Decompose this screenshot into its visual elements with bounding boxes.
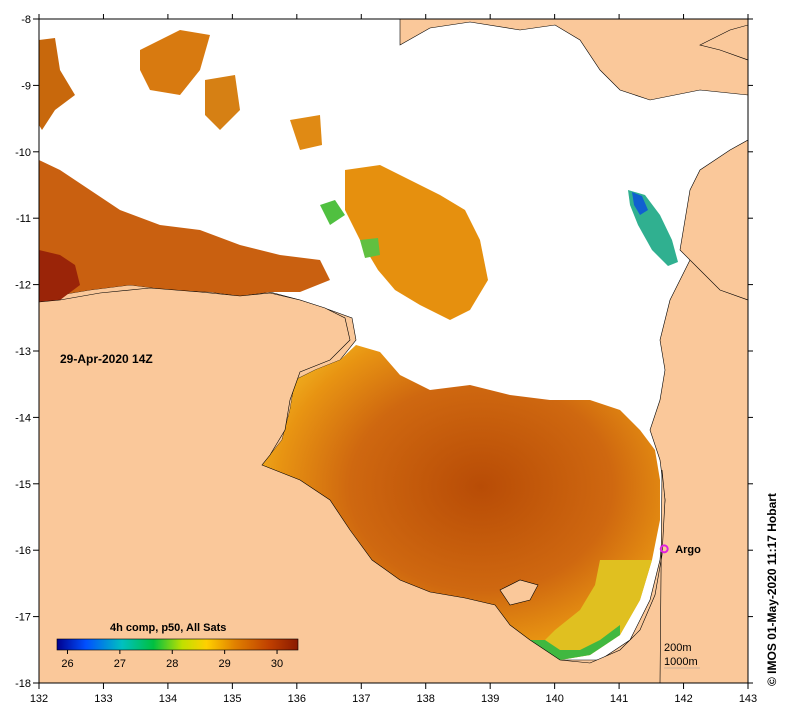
lat-tick-label: -16 <box>15 545 31 557</box>
lon-tick-label: 134 <box>159 693 177 705</box>
lon-tick-label: 143 <box>739 693 757 705</box>
bathymetry-legend: 200m 1000m <box>664 642 700 669</box>
lat-tick-label: -12 <box>15 280 31 292</box>
lon-tick-label: 133 <box>94 693 112 705</box>
colorbar-tick-label: 29 <box>219 658 231 670</box>
lat-tick-label: -11 <box>16 213 31 225</box>
timestamp-label: 29-Apr-2020 14Z <box>60 352 153 366</box>
land-island-south <box>499 579 539 606</box>
lon-tick-label: 137 <box>352 693 370 705</box>
lon-tick-label: 135 <box>223 693 241 705</box>
sst-east-blue <box>632 192 648 215</box>
sst-northwest-band <box>39 160 330 300</box>
colorbar-tick-label: 28 <box>166 658 178 670</box>
lat-tick-label: -10 <box>15 147 31 159</box>
land-northeast <box>399 19 748 101</box>
land-cape-york <box>679 139 748 301</box>
lat-tick-label: -14 <box>15 412 31 424</box>
lon-tick-label: 141 <box>610 693 628 705</box>
sst-top-patch-2 <box>205 75 240 130</box>
bathymetry-200m-label: 200m <box>664 642 692 654</box>
lat-tick-label: -18 <box>15 678 31 690</box>
sst-central-patch <box>345 165 488 320</box>
lat-tick-label: -9 <box>21 80 31 92</box>
sst-main-gulf <box>262 345 660 660</box>
latitude-axis: -8 -9 -10 -11 -12 -13 -14 -15 -16 -17 -18 <box>15 14 753 690</box>
lon-tick-label: 136 <box>288 693 306 705</box>
sst-southeast-green <box>530 625 620 660</box>
sst-northwest-top <box>39 38 75 130</box>
coastline-south <box>39 287 666 683</box>
colorbar-tick-label: 27 <box>114 658 126 670</box>
longitude-axis: 132 133 134 135 136 137 138 139 140 141 142 143 <box>30 14 757 705</box>
copyright-symbol: © <box>765 677 779 686</box>
sst-top-patch-1 <box>140 30 210 95</box>
lon-tick-label: 140 <box>545 693 563 705</box>
lat-tick-label: -17 <box>15 612 31 624</box>
map-content <box>39 19 748 683</box>
sst-red-patch <box>39 250 80 302</box>
lon-tick-label: 138 <box>417 693 435 705</box>
lat-tick-label: -15 <box>15 479 31 491</box>
bathymetry-1000m-label: 1000m <box>664 656 698 668</box>
land-png-east <box>699 24 748 61</box>
colorbar: 4h comp, p50, All Sats 26 27 28 29 30 <box>56 622 299 670</box>
lon-tick-label: 142 <box>674 693 692 705</box>
colorbar-tick-label: 26 <box>61 658 73 670</box>
lat-tick-label: -8 <box>21 14 31 26</box>
credit-text: © IMOS 01-May-2020 11:17 Hobart <box>765 436 781 686</box>
lon-tick-label: 139 <box>481 693 499 705</box>
argo-float-icon <box>659 544 669 554</box>
sst-top-patch-3 <box>290 115 322 150</box>
colorbar-bar <box>56 638 299 651</box>
sst-southeast-rim <box>540 560 652 660</box>
imos-credit: IMOS 01-May-2020 11:17 Hobart <box>765 493 779 674</box>
colorbar-ticks: 26 27 28 29 30 <box>61 650 283 670</box>
sst-green-fleck-2 <box>360 238 380 258</box>
lat-tick-label: -13 <box>15 346 31 358</box>
lon-tick-label: 132 <box>30 693 48 705</box>
colorbar-title: 4h comp, p50, All Sats <box>110 622 226 634</box>
sst-green-fleck-1 <box>320 200 345 225</box>
argo-label: Argo <box>675 544 701 556</box>
colorbar-tick-label: 30 <box>271 658 283 670</box>
argo-marker: Argo <box>659 544 701 556</box>
